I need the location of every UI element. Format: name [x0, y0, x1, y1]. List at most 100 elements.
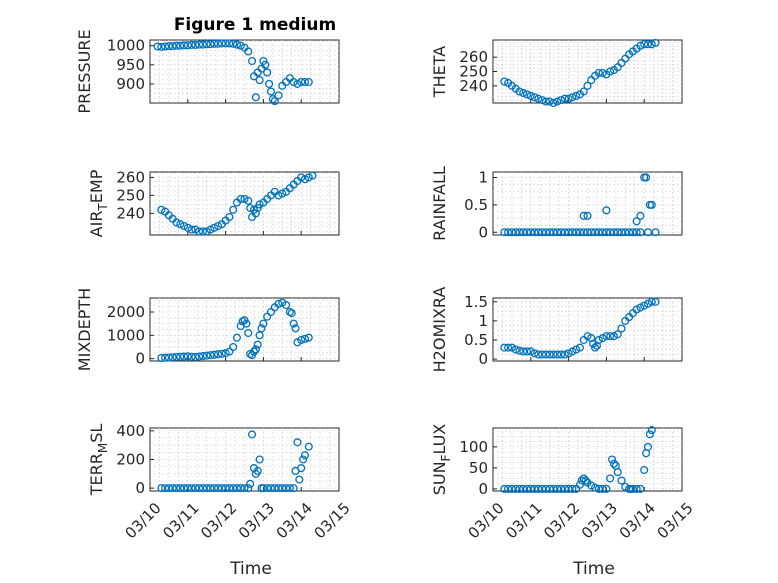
- data-point: [195, 484, 204, 493]
- data-point: [229, 205, 238, 214]
- data-point: [579, 211, 588, 220]
- data-point: [297, 335, 306, 345]
- data-point: [191, 40, 200, 50]
- x-tick-label: 03/11: [159, 499, 202, 542]
- data-point: [507, 484, 516, 493]
- data-point: [572, 345, 581, 354]
- data-point: [168, 353, 177, 362]
- data-point: [553, 97, 562, 106]
- data-point: [257, 324, 266, 333]
- data-point: [568, 484, 577, 493]
- data-point: [289, 484, 298, 493]
- x-tick-label: 03/14: [273, 499, 316, 542]
- data-point: [549, 228, 558, 237]
- subplot-rainfall: 0 0.5 1 RAINFALL: [430, 166, 683, 241]
- data-point: [164, 484, 173, 493]
- data-point: [195, 227, 204, 236]
- data-point: [591, 228, 600, 237]
- data-point: [251, 93, 260, 102]
- data-point: [609, 332, 619, 341]
- data-point: [583, 81, 592, 90]
- data-point: [191, 225, 200, 234]
- data-point: [553, 228, 562, 237]
- y-axis-label-subscript: F: [439, 454, 453, 461]
- data-point: [632, 484, 641, 493]
- data-point: [511, 345, 520, 354]
- data-point: [526, 228, 535, 237]
- data-point: [594, 68, 603, 77]
- x-tick-label: 03/13: [235, 499, 278, 542]
- data-point: [640, 301, 649, 310]
- data-point: [248, 56, 257, 66]
- y-tick-label: 260: [459, 48, 488, 66]
- y-tick-label: 1: [478, 312, 488, 330]
- data-point: [575, 228, 584, 237]
- data-point: [206, 40, 215, 49]
- data-point: [591, 343, 600, 352]
- data-point: [572, 228, 581, 237]
- data-point: [285, 484, 294, 493]
- data-point: [289, 77, 298, 87]
- y-axis-label: MIXDEPTH: [75, 288, 94, 371]
- data-point: [221, 39, 230, 48]
- y-tick-label: 240: [116, 204, 145, 222]
- data-point: [172, 352, 181, 362]
- x-tick-label: 03/15: [310, 499, 353, 542]
- y-tick-label: 0: [135, 479, 145, 497]
- x-axis-label-right: Time: [572, 559, 615, 579]
- data-point: [287, 309, 296, 318]
- x-axis-label-left: Time: [229, 559, 272, 579]
- data-point: [530, 228, 539, 237]
- data-point: [164, 42, 173, 51]
- y-axis-label-main: TERR: [87, 453, 106, 496]
- y-tick-label: 900: [116, 75, 145, 93]
- data-point: [248, 430, 257, 439]
- data-point: [240, 484, 249, 493]
- data-point: [617, 476, 626, 485]
- data-point: [613, 468, 622, 477]
- data-point: [217, 39, 226, 48]
- data-point: [297, 173, 306, 182]
- data-point: [568, 347, 577, 356]
- data-point: [255, 455, 264, 464]
- data-point: [572, 91, 581, 100]
- x-tick-label: 03/13: [578, 499, 621, 542]
- data-point: [270, 484, 279, 493]
- data-point: [568, 228, 577, 237]
- data-point: [308, 171, 317, 180]
- data-point: [500, 484, 509, 493]
- data-point: [221, 484, 230, 493]
- data-point: [515, 484, 524, 493]
- data-point: [519, 484, 528, 493]
- y-tick-label: 950: [116, 56, 145, 74]
- data-point: [538, 350, 547, 359]
- data-point: [617, 324, 626, 333]
- data-point: [202, 40, 211, 49]
- data-point: [172, 218, 181, 227]
- data-point: [613, 330, 622, 339]
- y-tick-label: 1000: [107, 326, 145, 344]
- data-point: [213, 484, 223, 493]
- data-point: [594, 335, 603, 345]
- data-point: [255, 76, 264, 85]
- data-point: [515, 87, 524, 96]
- data-point: [232, 484, 241, 493]
- data-point: [274, 191, 283, 200]
- data-point: [651, 38, 660, 47]
- data-point: [304, 173, 313, 182]
- data-point: [236, 194, 245, 204]
- data-point: [259, 56, 268, 66]
- data-point: [187, 225, 196, 234]
- data-point: [606, 228, 615, 237]
- data-point: [545, 350, 554, 359]
- data-point: [255, 200, 264, 209]
- data-point: [278, 189, 287, 198]
- data-point: [221, 349, 230, 358]
- y-tick-label: 0: [478, 350, 488, 368]
- data-point: [515, 228, 524, 237]
- data-point: [602, 228, 611, 237]
- x-tick-label: 03/14: [616, 499, 659, 542]
- data-point: [251, 209, 260, 218]
